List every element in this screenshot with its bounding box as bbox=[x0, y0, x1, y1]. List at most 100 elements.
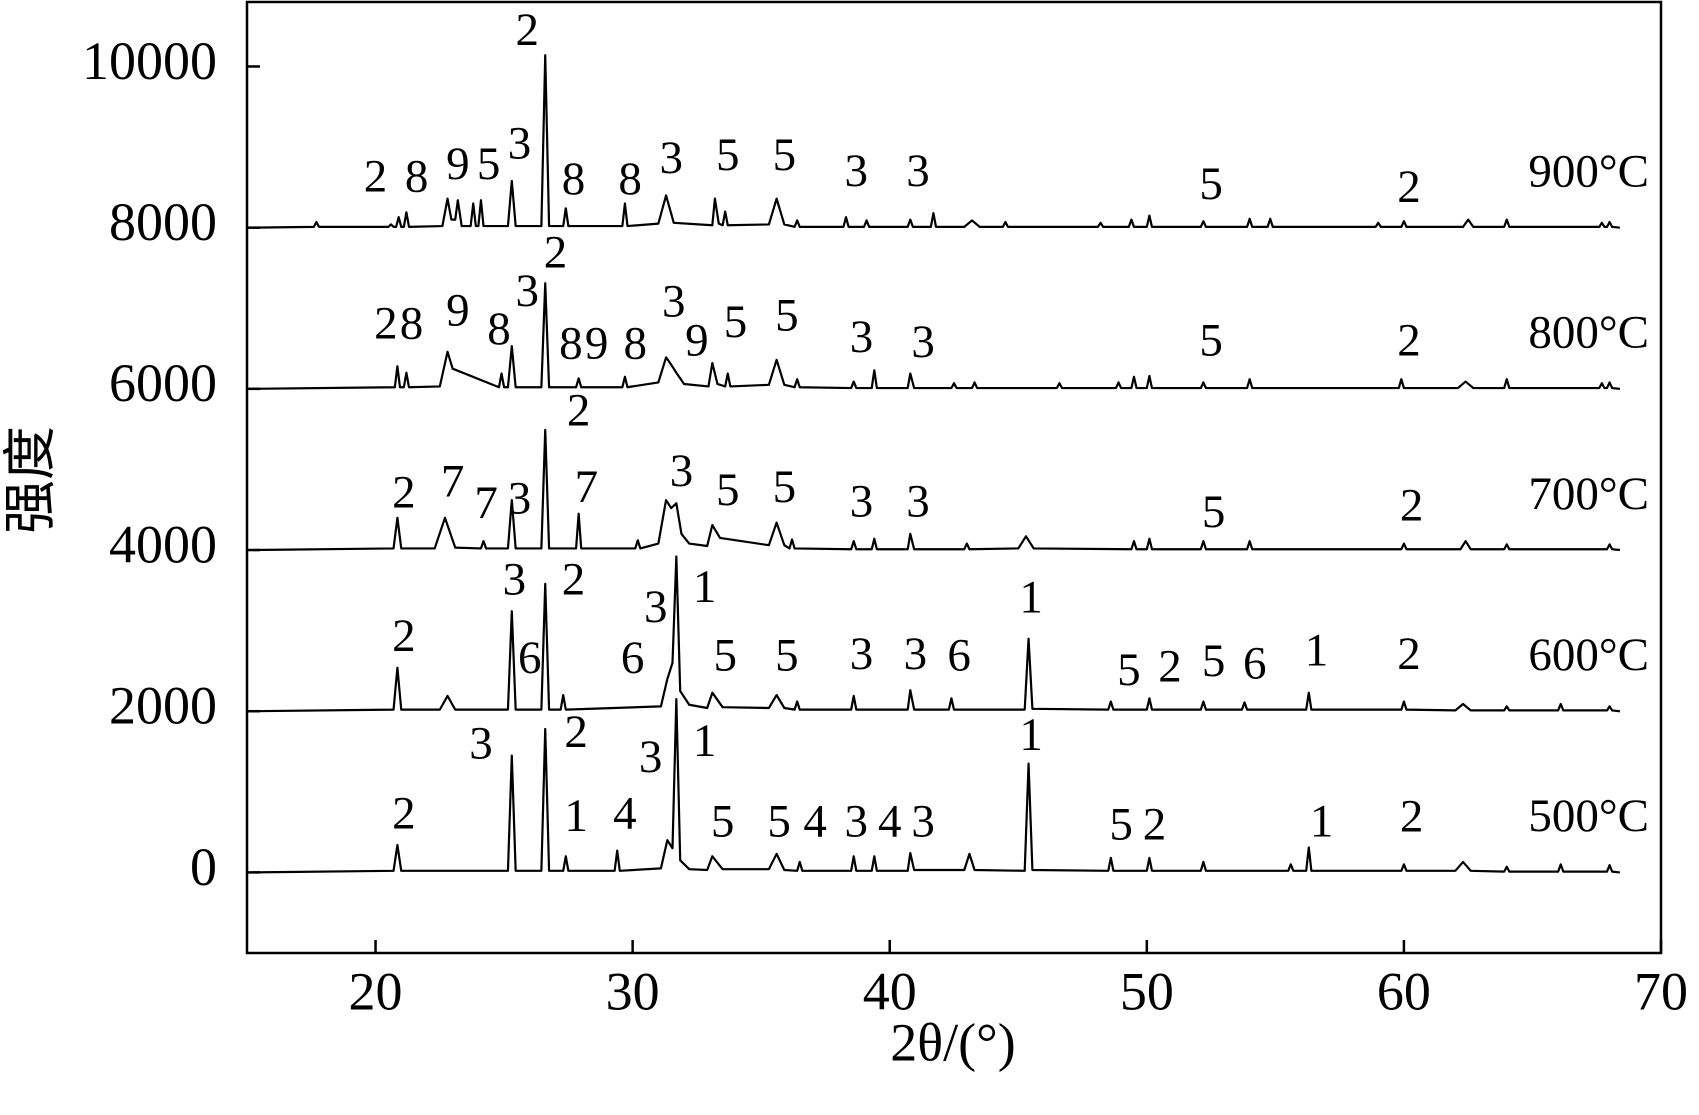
peak-label: 8 bbox=[400, 297, 424, 349]
peak-label: 5 bbox=[773, 461, 797, 513]
peak-label: 6 bbox=[518, 632, 542, 684]
y-axis-label: 强度 bbox=[0, 426, 60, 534]
series-label: 800°C bbox=[1528, 307, 1649, 359]
series-label: 600°C bbox=[1528, 629, 1649, 681]
peak-label: 3 bbox=[508, 118, 532, 170]
peak-label: 8 bbox=[562, 153, 586, 205]
peak-label: 5 bbox=[775, 289, 799, 341]
peak-label: 2 bbox=[392, 610, 416, 662]
peak-label: 2 bbox=[374, 297, 398, 349]
peak-label: 6 bbox=[621, 632, 645, 684]
y-tick-label: 0 bbox=[190, 837, 217, 897]
peak-label: 5 bbox=[775, 629, 799, 681]
peak-label: 3 bbox=[662, 276, 686, 328]
peak-label: 2 bbox=[515, 4, 539, 56]
peak-label: 3 bbox=[911, 795, 935, 847]
peak-label: 5 bbox=[1109, 799, 1133, 851]
peak-label: 4 bbox=[878, 795, 902, 847]
x-tick-label: 60 bbox=[1377, 961, 1431, 1021]
y-tick-label: 8000 bbox=[109, 192, 217, 252]
peak-label: 5 bbox=[716, 129, 740, 181]
peak-label: 1 bbox=[564, 790, 588, 842]
peak-label: 5 bbox=[711, 795, 735, 847]
peak-label: 5 bbox=[713, 629, 737, 681]
peak-label: 1 bbox=[1019, 571, 1043, 623]
peak-label: 2 bbox=[567, 384, 591, 436]
peak-label: 6 bbox=[1243, 637, 1267, 689]
peak-label: 8 bbox=[618, 153, 642, 205]
peak-label: 3 bbox=[906, 145, 930, 197]
x-axis-label: 2θ/(°) bbox=[890, 1012, 1015, 1072]
peak-label: 3 bbox=[845, 795, 869, 847]
peak-label: 3 bbox=[906, 475, 930, 527]
peak-label: 2 bbox=[1143, 799, 1167, 851]
y-tick-label: 2000 bbox=[109, 676, 217, 736]
peak-label: 3 bbox=[911, 316, 935, 368]
peak-label: 5 bbox=[1117, 644, 1141, 696]
peak-label: 7 bbox=[441, 455, 465, 507]
peak-label: 8 bbox=[623, 318, 647, 370]
peak-label: 3 bbox=[850, 475, 874, 527]
peak-label: 3 bbox=[508, 472, 532, 524]
peak-label: 6 bbox=[947, 629, 971, 681]
peak-label: 2 bbox=[364, 151, 388, 203]
x-tick-label: 70 bbox=[1634, 961, 1688, 1021]
peak-label: 2 bbox=[1158, 641, 1182, 693]
peak-label: 5 bbox=[716, 464, 740, 516]
peak-label: 8 bbox=[487, 303, 511, 355]
xrd-trace bbox=[252, 555, 1620, 713]
xrd-trace bbox=[252, 54, 1620, 229]
y-tick-label: 4000 bbox=[109, 514, 217, 574]
series-label: 500°C bbox=[1528, 790, 1649, 842]
peak-label: 3 bbox=[659, 132, 683, 184]
peak-label: 7 bbox=[575, 461, 599, 513]
peak-label: 5 bbox=[1202, 486, 1226, 538]
peak-label: 5 bbox=[773, 129, 797, 181]
peak-label: 3 bbox=[845, 145, 869, 197]
peak-label: 2 bbox=[392, 787, 416, 839]
peak-label: 2 bbox=[544, 226, 568, 278]
peak-label: 8 bbox=[405, 151, 429, 203]
peak-label: 5 bbox=[477, 138, 501, 190]
peak-label: 1 bbox=[693, 715, 717, 767]
peak-label: 5 bbox=[1199, 158, 1223, 210]
y-tick-label: 10000 bbox=[82, 31, 217, 91]
x-tick-label: 40 bbox=[863, 961, 917, 1021]
peak-label: 3 bbox=[850, 311, 874, 363]
peak-label: 4 bbox=[803, 795, 827, 847]
xrd-trace bbox=[252, 282, 1620, 390]
peak-label: 9 bbox=[585, 318, 609, 370]
peak-label: 1 bbox=[1019, 709, 1043, 761]
peak-label: 9 bbox=[685, 314, 709, 366]
peak-label: 2 bbox=[564, 706, 588, 758]
peak-label: 5 bbox=[1202, 635, 1226, 687]
peak-label: 8 bbox=[559, 318, 583, 370]
peak-label: 9 bbox=[446, 138, 470, 190]
y-tick-label: 6000 bbox=[109, 353, 217, 413]
peak-label: 2 bbox=[1397, 628, 1421, 680]
plot-frame bbox=[245, 0, 1663, 955]
xrd-trace bbox=[252, 698, 1620, 874]
peak-label: 5 bbox=[767, 795, 791, 847]
peak-label: 1 bbox=[693, 561, 717, 613]
peak-label: 2 bbox=[1400, 791, 1424, 843]
series-label: 900°C bbox=[1528, 145, 1649, 197]
series-label: 700°C bbox=[1528, 468, 1649, 520]
x-tick-label: 20 bbox=[349, 961, 403, 1021]
peak-label: 1 bbox=[1310, 795, 1334, 847]
peak-label: 5 bbox=[724, 296, 748, 348]
peak-label: 2 bbox=[1397, 161, 1421, 213]
peak-label: 3 bbox=[469, 717, 493, 769]
peak-label: 3 bbox=[904, 628, 928, 680]
peak-label: 3 bbox=[850, 628, 874, 680]
peak-label: 2 bbox=[1397, 314, 1421, 366]
peak-label: 9 bbox=[446, 284, 470, 336]
x-tick-label: 30 bbox=[606, 961, 660, 1021]
peak-label: 2 bbox=[562, 554, 586, 606]
peak-label: 3 bbox=[639, 731, 663, 783]
x-tick-label: 50 bbox=[1120, 961, 1174, 1021]
peak-label: 5 bbox=[1199, 314, 1223, 366]
peak-label: 2 bbox=[392, 467, 416, 519]
